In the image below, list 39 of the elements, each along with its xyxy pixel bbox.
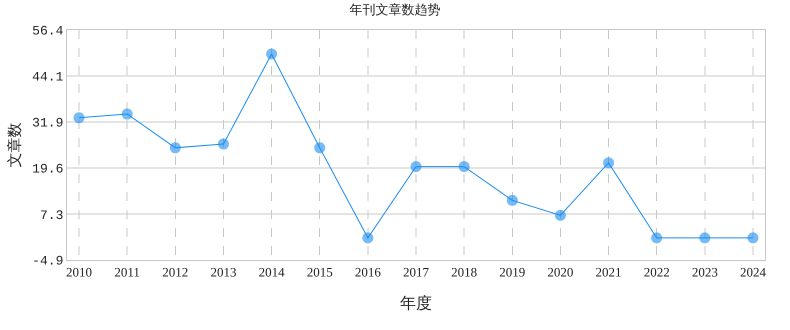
point: [410, 161, 422, 172]
x-tick-label: 2024: [740, 264, 766, 280]
x-tick-label: 2022: [644, 264, 670, 280]
x-tick-label: 2021: [596, 264, 622, 280]
point: [651, 232, 662, 244]
point: [506, 194, 518, 206]
y-tick-label: 7.3: [40, 208, 64, 223]
x-tick-label: 2018: [451, 264, 478, 280]
x-tick-label: 2019: [499, 264, 526, 280]
x-tick-label: 2017: [403, 264, 430, 280]
y-tick-label: 19.6: [32, 162, 64, 177]
x-tick-label: 2011: [114, 264, 140, 280]
y-axis-title: 文章数: [6, 122, 24, 168]
point: [603, 157, 614, 168]
point: [314, 142, 326, 154]
x-tick-label: 2015: [306, 264, 333, 280]
chart-title: 年刊文章数趋势: [350, 2, 440, 18]
point: [122, 108, 133, 120]
point: [74, 112, 85, 124]
point: [170, 142, 181, 154]
x-tick-label: 2020: [547, 264, 574, 280]
point: [218, 138, 229, 150]
x-tick-label: 2012: [162, 264, 188, 280]
x-tick-label: 2014: [258, 264, 286, 280]
x-tick-label: 2016: [354, 264, 382, 280]
x-tick-label: 2013: [210, 264, 236, 280]
y-tick-label: 44.1: [32, 70, 64, 85]
point: [699, 232, 710, 244]
point: [554, 210, 566, 221]
point: [458, 161, 470, 172]
y-tick-label: 56.4: [32, 24, 64, 39]
point: [266, 48, 278, 60]
y-tick-label: 31.9: [32, 115, 64, 130]
x-tick-label: 2010: [66, 264, 92, 280]
y-tick-label: -4.9: [32, 254, 64, 269]
point: [362, 232, 374, 244]
point: [747, 232, 758, 244]
x-axis-title: 年度: [400, 294, 432, 312]
x-tick-label: 2023: [692, 264, 718, 280]
